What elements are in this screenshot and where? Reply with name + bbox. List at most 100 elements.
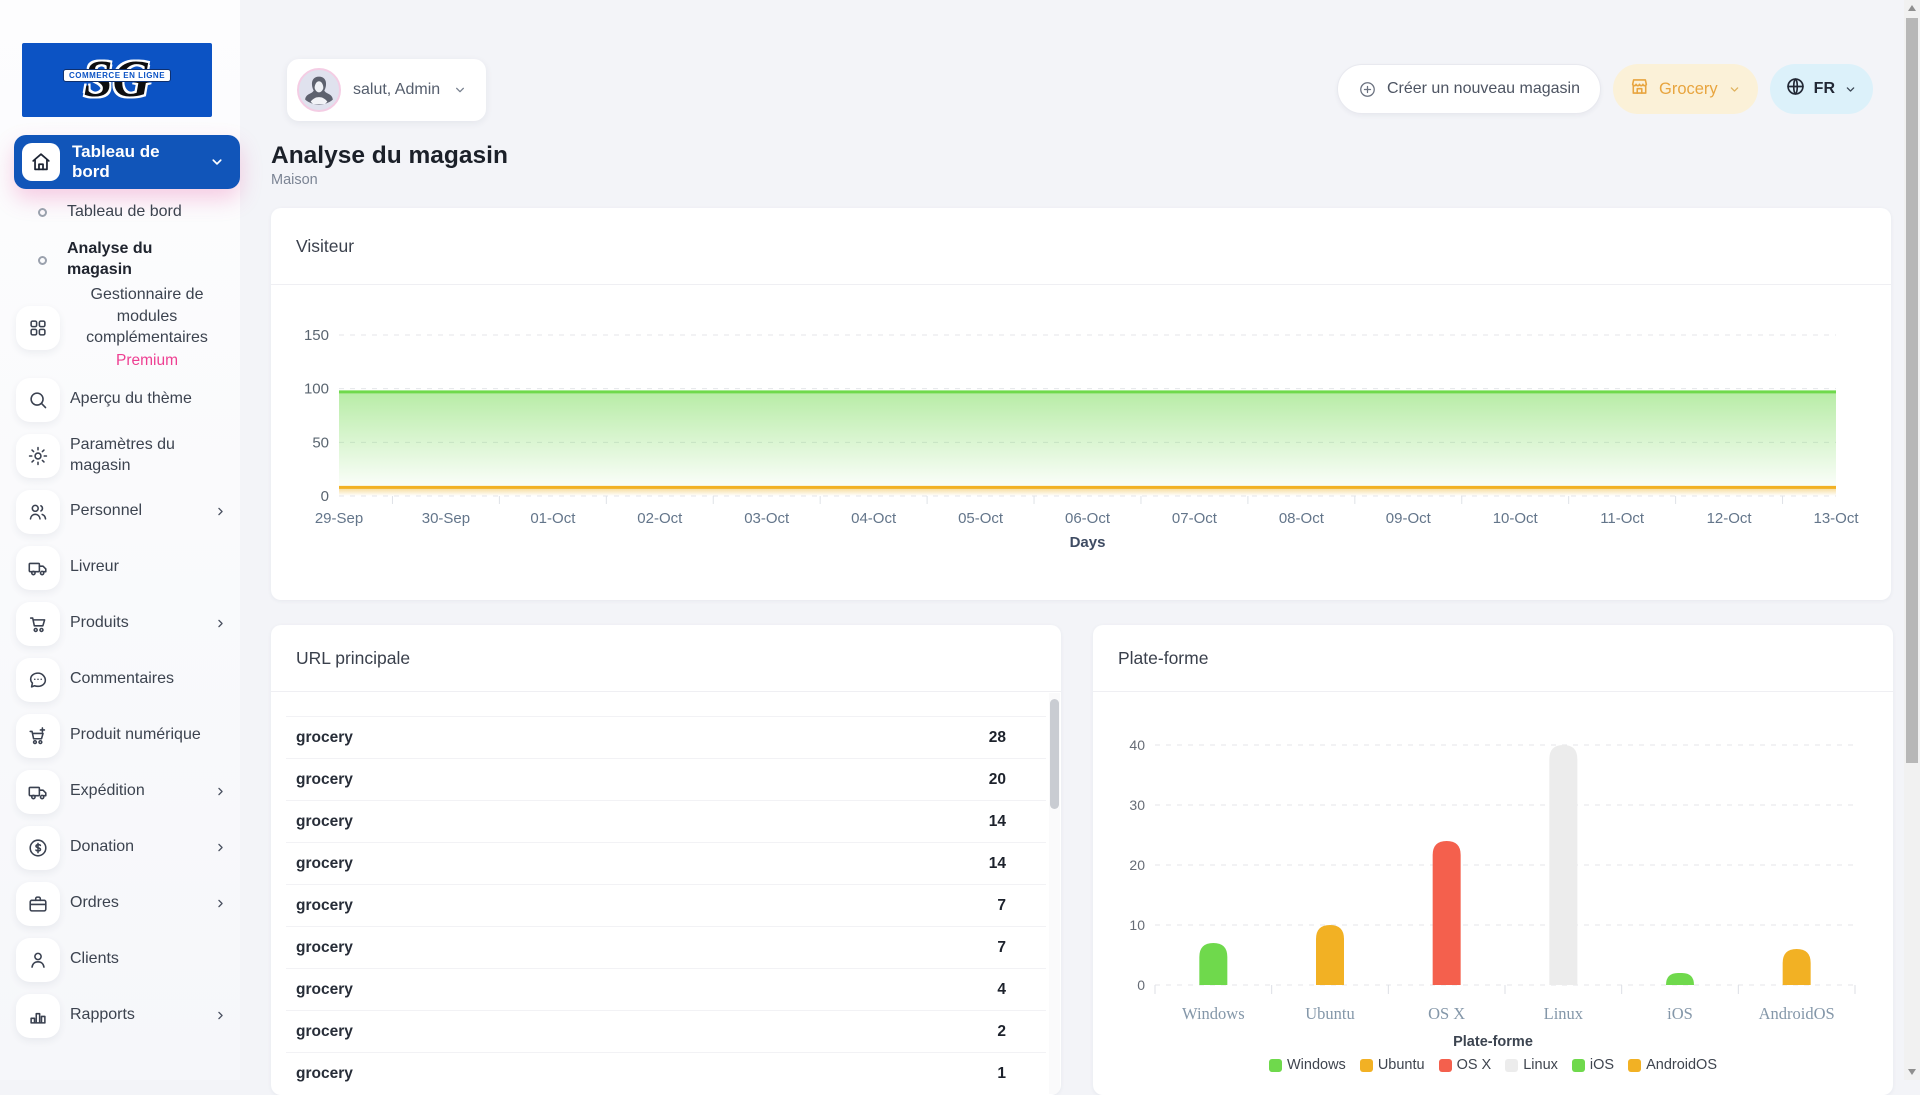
url-row-label: grocery <box>296 1064 353 1082</box>
sidebar-item-livreur[interactable]: Livreur <box>0 540 240 596</box>
sidebar-item-apercu-du-theme[interactable]: Aperçu du thème <box>0 372 240 428</box>
language-selector[interactable]: FR <box>1769 64 1873 114</box>
url-row[interactable]: grocery 14 <box>286 800 1046 842</box>
sidebar-item-gestionnaire-de-modules-complementaires[interactable]: Gestionnaire de modules complémentaires P… <box>0 284 240 372</box>
sidebar-item-label: Livreur <box>70 558 119 576</box>
url-card-scrollbar[interactable] <box>1049 693 1060 1094</box>
chevron-down-icon <box>208 153 226 171</box>
sidebar-item-expedition[interactable]: Expédition <box>0 764 240 820</box>
sidebar-item-label: Paramètres du magasin <box>70 435 175 474</box>
legend-swatch <box>1359 1058 1373 1072</box>
legend-swatch <box>1268 1058 1282 1072</box>
circle-icon <box>38 255 47 265</box>
sidebar-item-clients[interactable]: Clients <box>0 932 240 988</box>
url-row[interactable]: grocery 20 <box>286 758 1046 800</box>
sidebar-nav: Tableau de bord Analyse du magasin Gestion… <box>0 188 240 1044</box>
app-logo[interactable]: SG COMMERCE EN LIGNE <box>22 43 212 117</box>
url-row[interactable]: grocery 1 <box>286 1052 1046 1094</box>
url-row[interactable]: grocery 4 <box>286 968 1046 1010</box>
platform-legend: Windows Ubuntu OS X Linux iOS AndroidOS <box>1093 1057 1893 1073</box>
breadcrumb: Maison <box>271 172 318 188</box>
url-row-label: grocery <box>296 728 353 746</box>
briefcase-icon <box>16 881 60 926</box>
svg-text:Windows: Windows <box>1182 1004 1245 1023</box>
svg-text:Days: Days <box>1070 534 1106 551</box>
chevron-right-icon <box>213 840 228 855</box>
home-icon <box>22 143 60 181</box>
url-row-value: 1 <box>997 1064 1006 1082</box>
main-content: salut, Admin Créer un nouveau magasin Gr… <box>271 0 1893 1095</box>
sidebar-item-rapports[interactable]: Rapports <box>0 988 240 1044</box>
sidebar-item-ordres[interactable]: Ordres <box>0 876 240 932</box>
sidebar-item-tableau-de-bord[interactable]: Tableau de bord <box>0 188 240 236</box>
svg-text:50: 50 <box>312 434 329 451</box>
page-scrollbar-thumb[interactable] <box>1906 18 1918 763</box>
circle-icon <box>38 207 47 217</box>
sidebar-item-commentaires[interactable]: Commentaires <box>0 652 240 708</box>
svg-text:02-Oct: 02-Oct <box>637 510 683 527</box>
url-list: grocery 28 grocery 20 grocery 14 grocery 14 groc… <box>271 716 1061 1094</box>
svg-text:iOS: iOS <box>1667 1004 1693 1023</box>
store-selector[interactable]: Grocery <box>1612 64 1758 114</box>
url-row-label: grocery <box>296 1022 353 1040</box>
sidebar-item-produits[interactable]: Produits <box>0 596 240 652</box>
platform-bar-chart: 40 30 20 10 0 Windows Ubuntu OS X Linux iOS Androi… <box>1129 737 1856 1023</box>
users-icon <box>16 489 60 534</box>
svg-text:0: 0 <box>321 488 329 505</box>
user-menu[interactable]: salut, Admin <box>287 59 487 121</box>
legend-item-ios[interactable]: iOS <box>1571 1057 1614 1073</box>
url-row-label: grocery <box>296 896 353 914</box>
chat-icon <box>16 657 60 702</box>
page-scrollbar[interactable] <box>1904 0 1920 1080</box>
url-row[interactable]: grocery 28 <box>286 716 1046 758</box>
platform-legend-title: Plate-forme <box>1453 1034 1533 1050</box>
legend-item-windows[interactable]: Windows <box>1268 1057 1346 1073</box>
legend-item-os-x[interactable]: OS X <box>1438 1057 1491 1073</box>
create-store-button[interactable]: Créer un nouveau magasin <box>1336 64 1601 114</box>
svg-text:40: 40 <box>1129 737 1145 753</box>
sidebar-item-parametres-du-magasin[interactable]: Paramètres du magasin <box>0 428 240 484</box>
url-row[interactable]: grocery 7 <box>286 926 1046 968</box>
sidebar-item-donation[interactable]: Donation <box>0 820 240 876</box>
sidebar-item-analyse-du-magasin[interactable]: Analyse du magasin <box>0 236 240 284</box>
chevron-right-icon <box>213 784 228 799</box>
sidebar-item-personnel[interactable]: Personnel <box>0 484 240 540</box>
url-row[interactable]: grocery 2 <box>286 1010 1046 1052</box>
sidebar-item-label: Produits <box>70 614 129 632</box>
sidebar-item-label: Donation <box>70 838 135 856</box>
scroll-up-button[interactable] <box>1904 0 1920 16</box>
url-row[interactable]: grocery 7 <box>286 884 1046 926</box>
gear-icon <box>16 433 60 478</box>
url-row-value: 14 <box>988 854 1006 872</box>
svg-text:AndroidOS: AndroidOS <box>1759 1004 1835 1023</box>
legend-item-linux[interactable]: Linux <box>1505 1057 1558 1073</box>
scroll-down-button[interactable] <box>1904 1064 1920 1080</box>
bar-os-x <box>1432 841 1461 985</box>
chevron-down-icon <box>1727 82 1742 97</box>
chevron-down-icon <box>452 82 468 98</box>
bar-linux <box>1549 745 1578 985</box>
legend-swatch <box>1505 1058 1519 1072</box>
premium-badge: Premium <box>115 351 178 369</box>
url-row-value: 7 <box>997 938 1006 956</box>
triangle-up-icon <box>1908 5 1916 11</box>
sidebar-item-label: Produit numérique <box>70 726 201 744</box>
legend-item-ubuntu[interactable]: Ubuntu <box>1359 1057 1425 1073</box>
globe-icon <box>1785 76 1806 102</box>
svg-text:10-Oct: 10-Oct <box>1493 510 1539 527</box>
sidebar-item-produit-numerique[interactable]: Produit numérique <box>0 708 240 764</box>
legend-label: Linux <box>1523 1057 1558 1073</box>
sidebar-item-label: Ordres <box>70 894 119 912</box>
url-card-scrollbar-thumb[interactable] <box>1050 699 1059 809</box>
chart-icon <box>16 993 60 1038</box>
sidebar-item-label: Commentaires <box>70 670 175 688</box>
url-row-label: grocery <box>296 938 353 956</box>
dollar-icon <box>16 825 60 870</box>
user-greeting: salut, Admin <box>353 81 441 98</box>
platform-card-title: Plate-forme <box>1093 625 1893 692</box>
legend-item-androidos[interactable]: AndroidOS <box>1628 1057 1717 1073</box>
url-row[interactable]: grocery 14 <box>286 842 1046 884</box>
sidebar-item-tableau-de-bord[interactable]: Tableau de bord <box>14 135 240 189</box>
sidebar-item-label: Rapports <box>70 1006 135 1024</box>
svg-text:01-Oct: 01-Oct <box>530 510 576 527</box>
